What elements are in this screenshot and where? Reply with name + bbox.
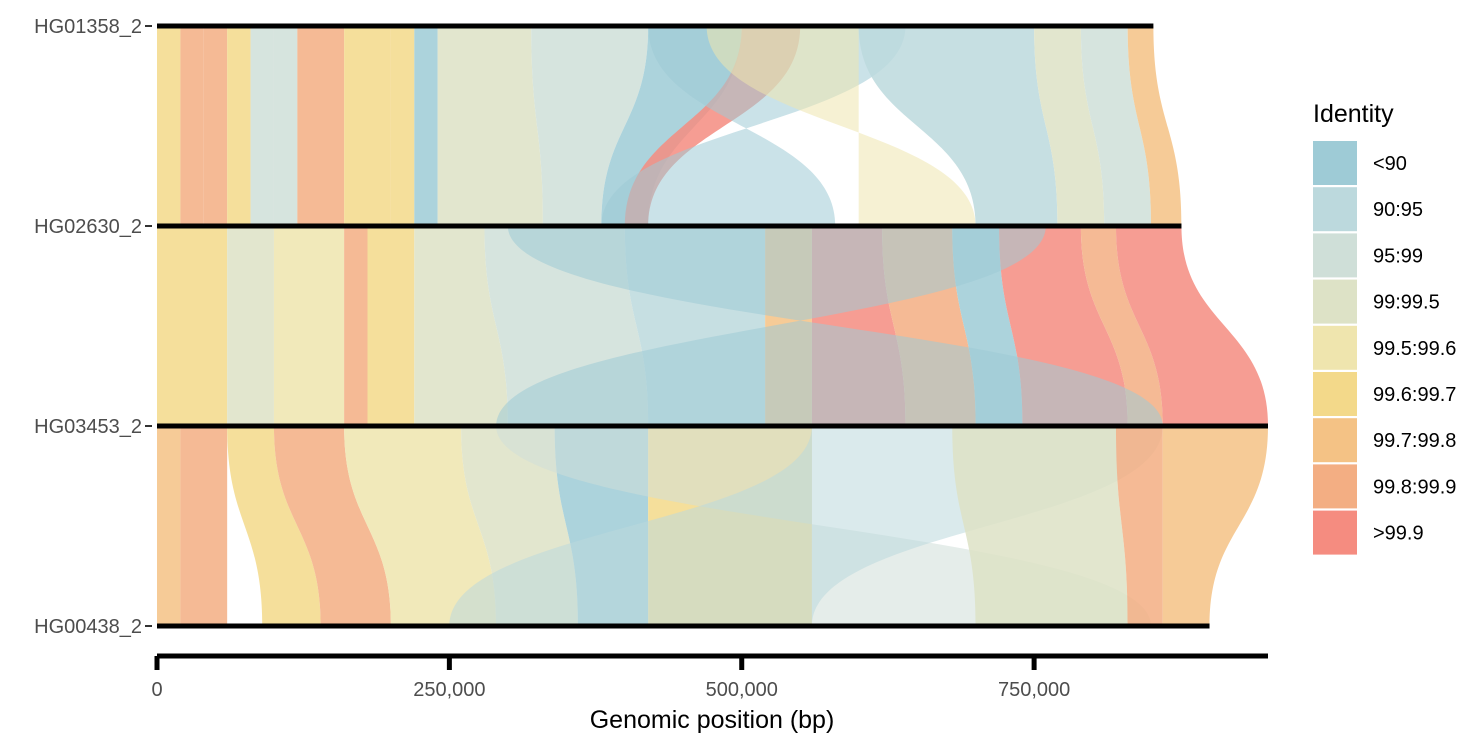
legend-swatch	[1313, 279, 1357, 324]
x-axis: 0 250,000 500,000 750,000	[151, 653, 1268, 701]
x-tick-label: 500,000	[706, 679, 778, 701]
y-axis: HG01358_2 HG02630_2 HG03453_2 HG00438_2	[34, 16, 152, 638]
alignment-ribbon	[203, 26, 228, 226]
alignment-ribbon	[1034, 26, 1105, 226]
alignment-ribbon	[952, 426, 1128, 626]
alignment-ribbon	[414, 26, 438, 226]
legend-swatch	[1313, 187, 1357, 232]
legend-label: <90	[1373, 153, 1407, 175]
legend-swatch	[1313, 510, 1357, 555]
x-tick-label: 0	[151, 679, 162, 701]
alignment-ribbon	[273, 426, 391, 626]
legend-label: 99.6:99.7	[1373, 384, 1456, 406]
haplotype-lines	[157, 23, 1268, 629]
alignment-ribbon	[157, 26, 181, 226]
x-tick-label: 750,000	[998, 679, 1070, 701]
legend-label: 99.7:99.8	[1373, 430, 1456, 452]
legend-label: >99.9	[1373, 523, 1424, 545]
alignment-ribbon	[858, 26, 1058, 226]
alignment-ribbon	[273, 26, 298, 226]
legend-swatch	[1313, 372, 1357, 416]
legend-label: 99:99.5	[1373, 292, 1440, 314]
y-tick-label: HG00438_2	[34, 616, 142, 638]
legend-label: 99.5:99.6	[1373, 338, 1456, 360]
alignment-ribbon	[1080, 26, 1152, 226]
alignment-ribbon	[437, 26, 543, 226]
alignment-ribbon	[367, 226, 415, 426]
alignment-ribbon	[157, 226, 228, 426]
alignment-ribbon	[344, 426, 497, 626]
legend-label: 99.8:99.9	[1373, 476, 1456, 498]
legend-title: Identity	[1313, 100, 1394, 128]
legend: Identity <90 90:95 95:99 99:99.5 99.5:99.6 99…	[1313, 100, 1456, 555]
alignment-ribbon	[1115, 226, 1268, 426]
y-tick-label: HG03453_2	[34, 416, 142, 438]
legend-swatch	[1313, 418, 1357, 463]
alignment-ribbon	[227, 226, 274, 426]
alignment-ribbon	[227, 26, 251, 226]
y-tick-label: HG01358_2	[34, 16, 142, 38]
alignment-ribbons	[157, 26, 1268, 626]
alignment-ribbon	[157, 426, 181, 626]
alignment-ribbon	[706, 26, 976, 226]
alignment-ribbon	[273, 226, 345, 426]
alignment-ribbon	[1162, 426, 1268, 626]
y-tick-label: HG02630_2	[34, 216, 142, 238]
alignment-ribbon	[344, 226, 368, 426]
alignment-ribbon	[1080, 226, 1163, 426]
alignment-ribbon	[250, 26, 274, 226]
alignment-ribbon	[390, 26, 415, 226]
alignment-ribbon	[1115, 426, 1163, 626]
alignment-ribbon	[227, 426, 321, 626]
x-tick-label: 250,000	[413, 679, 485, 701]
alignment-ribbon	[180, 26, 204, 226]
alignment-ribbon	[344, 26, 391, 226]
legend-swatch	[1313, 141, 1357, 185]
alignment-ribbon	[297, 26, 345, 226]
legend-swatch	[1313, 464, 1357, 509]
legend-label: 95:99	[1373, 245, 1423, 267]
alignment-ribbon	[531, 26, 649, 226]
legend-swatch	[1313, 233, 1357, 278]
alignment-ribbon	[1127, 26, 1182, 226]
alignment-ribbon	[414, 226, 508, 426]
alignment-ribbon	[180, 426, 228, 626]
legend-label: 90:95	[1373, 199, 1423, 221]
legend-swatch	[1313, 325, 1357, 370]
x-axis-title: Genomic position (bp)	[590, 706, 835, 734]
alignment-ribbon	[496, 226, 1163, 426]
